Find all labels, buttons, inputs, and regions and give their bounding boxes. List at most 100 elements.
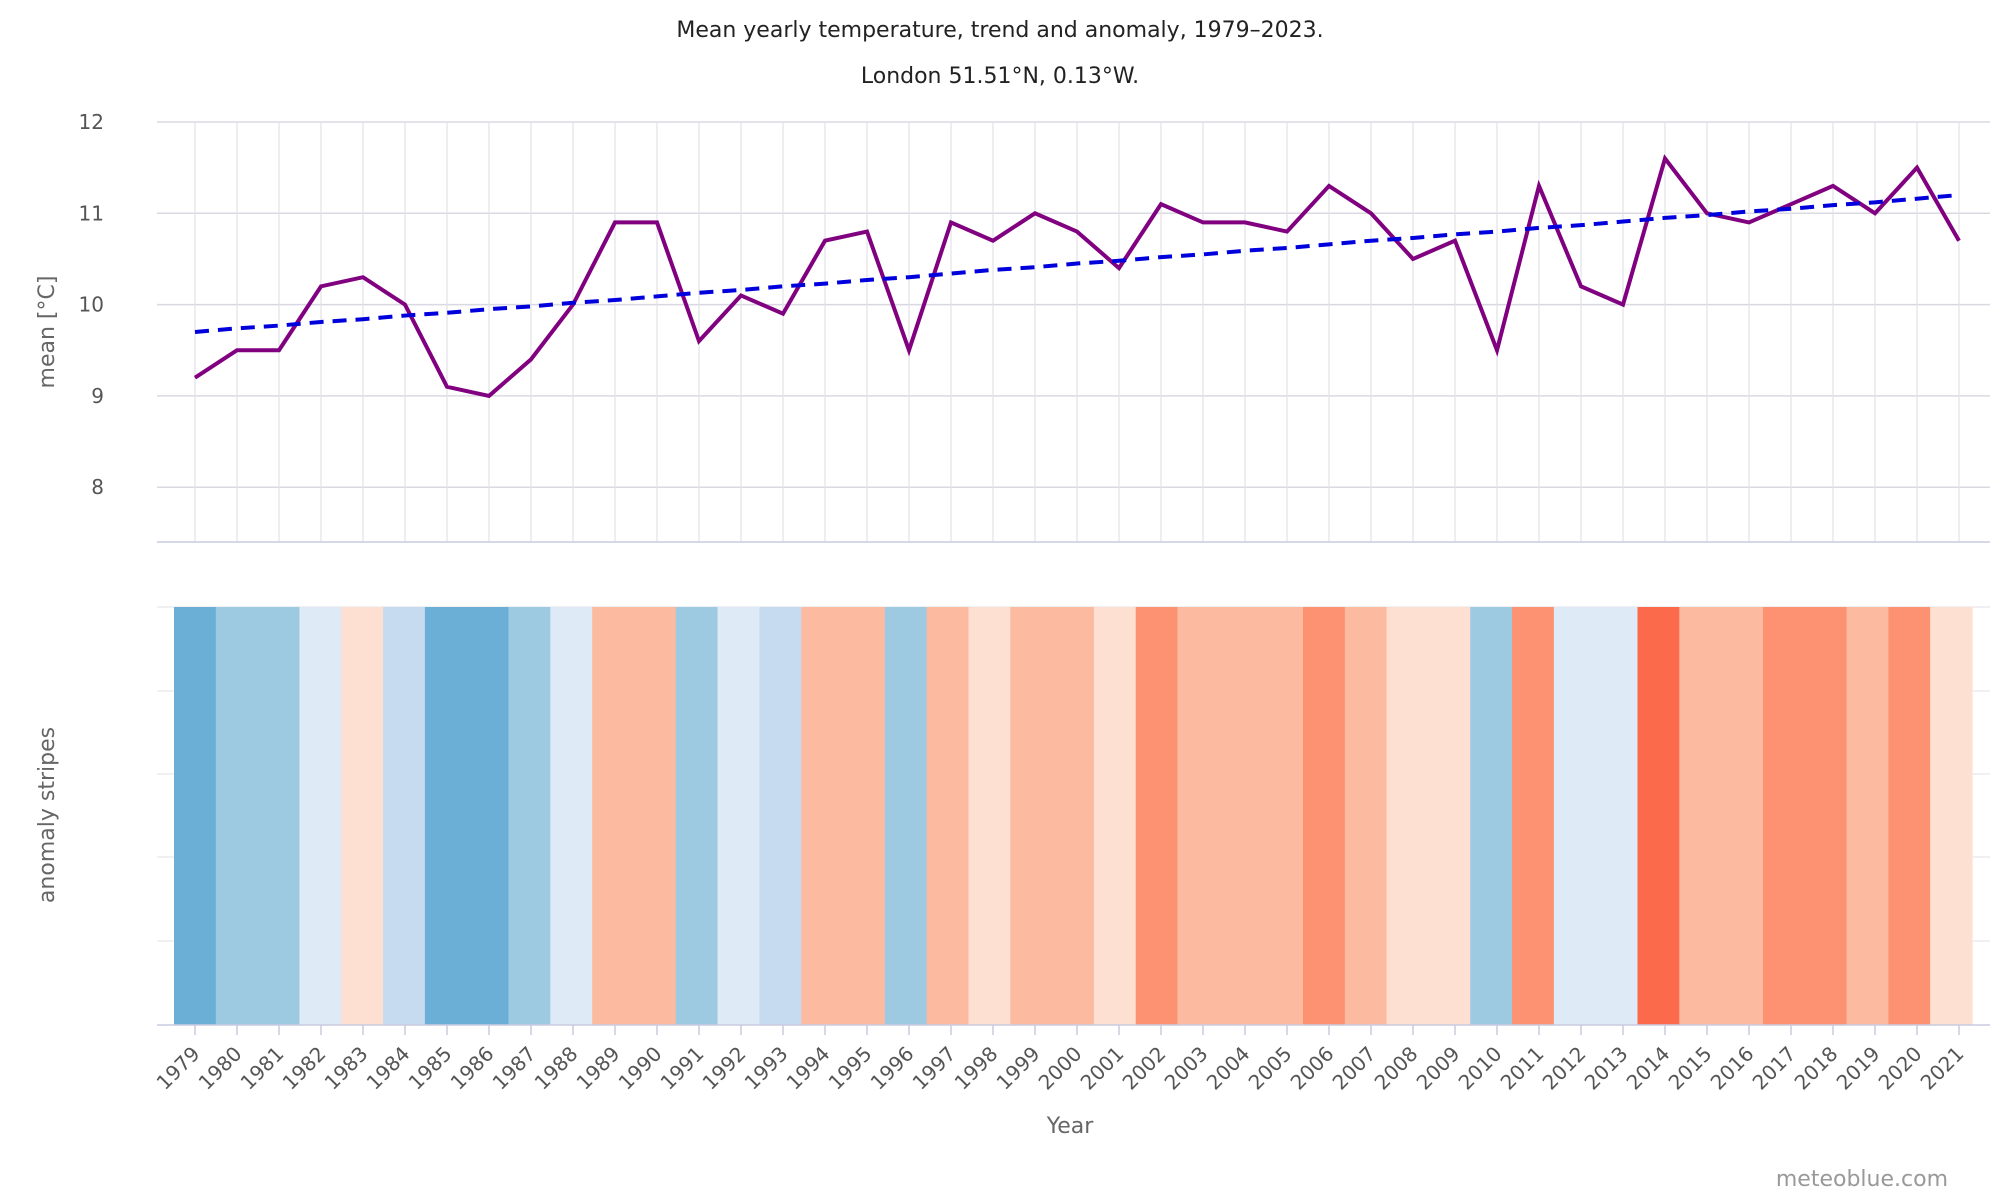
anomaly-stripe xyxy=(215,607,259,1025)
anomaly-stripe xyxy=(1093,607,1137,1025)
x-tick-label: 2003 xyxy=(1160,1042,1213,1095)
x-tick-label: 1981 xyxy=(236,1042,289,1095)
x-tick-label: 1986 xyxy=(446,1042,499,1095)
x-tick-label: 2010 xyxy=(1454,1042,1507,1095)
anomaly-stripe xyxy=(1386,607,1430,1025)
chart-title: Mean yearly temperature, trend and anoma… xyxy=(676,18,1323,43)
x-tick-label: 2015 xyxy=(1664,1042,1717,1095)
x-tick-label: 1990 xyxy=(614,1042,667,1095)
x-tick-label: 1982 xyxy=(278,1042,331,1095)
x-tick-label: 1988 xyxy=(530,1042,583,1095)
x-tick-label: 2005 xyxy=(1244,1042,1297,1095)
anomaly-stripe xyxy=(508,607,551,1025)
anomaly-stripe xyxy=(299,607,342,1025)
anomaly-stripe xyxy=(1553,607,1597,1025)
series-lines xyxy=(193,154,1961,399)
anomaly-stripe xyxy=(1010,607,1053,1025)
x-tick-label: 2020 xyxy=(1874,1042,1927,1095)
anomaly-stripe xyxy=(341,607,384,1025)
anomaly-stripe xyxy=(1428,607,1471,1025)
y-axis-title: mean [°C] xyxy=(35,276,60,389)
anomaly-stripe xyxy=(1762,607,1806,1025)
y-tick-label: 8 xyxy=(91,475,104,499)
x-tick-label: 2009 xyxy=(1412,1042,1465,1095)
anomaly-stripe xyxy=(550,607,593,1025)
anomaly-stripe xyxy=(383,607,426,1025)
anomaly-stripe xyxy=(1930,607,1973,1025)
anomaly-stripe xyxy=(1595,607,1639,1025)
anomaly-stripe xyxy=(1219,607,1262,1025)
anomaly-stripe xyxy=(759,607,802,1025)
x-tick-label: 2016 xyxy=(1706,1042,1759,1095)
x-tick-label: 2000 xyxy=(1034,1042,1087,1095)
anomaly-stripe xyxy=(1052,607,1095,1025)
anomaly-stripe xyxy=(717,607,760,1025)
x-tick-label: 1983 xyxy=(320,1042,373,1095)
x-tick-label: 1995 xyxy=(824,1042,877,1095)
x-tick-label: 1991 xyxy=(656,1042,709,1095)
anomaly-stripe xyxy=(1888,607,1931,1025)
anomaly-stripe xyxy=(843,607,886,1025)
anomaly-stripe xyxy=(424,607,468,1025)
y-axis-ticks: 8 9 10 11 12 xyxy=(79,110,104,499)
x-tick-label: 1992 xyxy=(698,1042,751,1095)
anomaly-stripe xyxy=(1679,607,1722,1025)
anomaly-stripe xyxy=(257,607,301,1025)
x-tick-label: 1993 xyxy=(740,1042,793,1095)
x-tick-label: 1980 xyxy=(194,1042,247,1095)
anomaly-stripe xyxy=(1344,607,1388,1025)
anomaly-stripe xyxy=(968,607,1011,1025)
y-tick-label: 10 xyxy=(79,293,104,317)
x-tick-label: 1994 xyxy=(782,1042,835,1095)
stripes-axis-title: anomaly stripes xyxy=(35,727,60,903)
x-tick-label: 1984 xyxy=(362,1042,415,1095)
x-tick-label: 2006 xyxy=(1286,1042,1339,1095)
anomaly-stripe xyxy=(1637,607,1680,1025)
x-tick-label: 2014 xyxy=(1622,1042,1675,1095)
x-tick-label: 2019 xyxy=(1832,1042,1885,1095)
x-axis-title: Year xyxy=(1046,1114,1095,1139)
anomaly-stripe xyxy=(1135,607,1179,1025)
anomaly-stripe xyxy=(801,607,844,1025)
x-tick-label: 1979 xyxy=(152,1042,205,1095)
anomaly-stripe xyxy=(174,607,217,1025)
anomaly-stripe xyxy=(675,607,719,1025)
anomaly-stripe xyxy=(1804,607,1848,1025)
anomaly-stripe xyxy=(1470,607,1513,1025)
x-tick-label: 1999 xyxy=(992,1042,1045,1095)
anomaly-stripe xyxy=(1721,607,1764,1025)
anomaly-stripe xyxy=(633,607,677,1025)
x-tick-label: 2004 xyxy=(1202,1042,1255,1095)
y-tick-label: 11 xyxy=(79,201,104,225)
anomaly-stripe xyxy=(1261,607,1304,1025)
x-tick-label: 1985 xyxy=(404,1042,457,1095)
x-tick-label: 2001 xyxy=(1076,1042,1129,1095)
x-tick-label: 2011 xyxy=(1496,1042,1549,1095)
mean-temperature-line xyxy=(193,154,1961,399)
x-tick-label: 2018 xyxy=(1790,1042,1843,1095)
anomaly-stripe xyxy=(1302,607,1346,1025)
x-tick-label: 2002 xyxy=(1118,1042,1171,1095)
chart-subtitle: London 51.51°N, 0.13°W. xyxy=(861,64,1139,89)
y-tick-label: 12 xyxy=(79,110,104,134)
anomaly-stripe xyxy=(926,607,970,1025)
x-tick-label: 1987 xyxy=(488,1042,541,1095)
x-tick-label: 1996 xyxy=(866,1042,919,1095)
trend-line xyxy=(194,193,1960,334)
x-tick-label: 2008 xyxy=(1370,1042,1423,1095)
anomaly-stripe xyxy=(1846,607,1889,1025)
x-tick-label: 2017 xyxy=(1748,1042,1801,1095)
x-axis-ticks: 1979198019811982198319841985198619871988… xyxy=(152,1025,1969,1095)
anomaly-stripe xyxy=(1177,607,1220,1025)
credit-label: meteoblue.com xyxy=(1776,1167,1948,1192)
x-tick-label: 2021 xyxy=(1916,1042,1969,1095)
anomaly-stripe xyxy=(466,607,510,1025)
x-tick-label: 2013 xyxy=(1580,1042,1633,1095)
anomaly-stripe xyxy=(884,607,928,1025)
x-tick-label: 1997 xyxy=(908,1042,961,1095)
x-tick-label: 1998 xyxy=(950,1042,1003,1095)
anomaly-stripe xyxy=(1512,607,1555,1025)
y-tick-label: 9 xyxy=(91,384,104,408)
anomaly-stripe xyxy=(592,607,635,1025)
